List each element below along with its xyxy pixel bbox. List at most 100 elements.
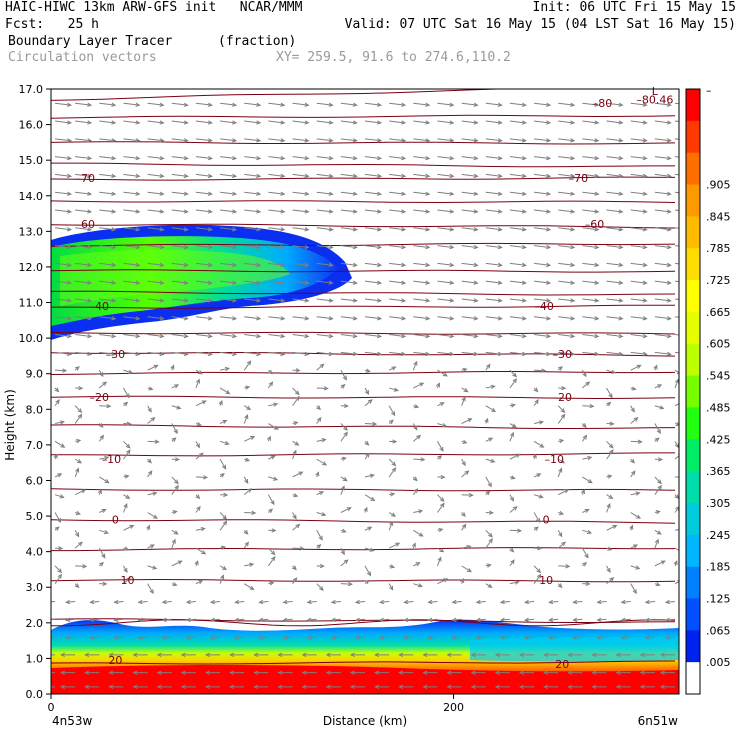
vector-arrowhead [304,333,310,339]
circulation-vector [509,506,518,513]
circulation-vector [364,280,381,284]
vector-arrowhead [666,102,672,107]
circulation-vector [99,298,116,302]
circulation-vector [340,138,357,142]
circulation-vector [162,618,172,621]
circulation-vector [558,138,575,142]
colorbar-label: .605 [706,338,731,351]
vector-arrowhead [596,635,602,640]
circulation-vector [316,262,333,266]
circulation-vector [485,156,502,160]
vector-arrowhead [318,535,323,541]
vector-arrowhead [207,227,213,232]
y-tick-label: 12.0 [19,261,44,274]
circulation-vector [99,334,116,337]
circulation-vector [331,618,341,621]
circulation-vector [412,488,418,495]
circulation-vector [630,209,647,213]
circulation-vector [220,227,237,231]
vector-arrowhead [403,635,409,640]
vector-arrowhead [58,546,64,551]
vector-arrowhead [413,488,419,494]
vector-arrowhead [306,617,312,622]
circulation-vector [412,435,421,442]
vector-arrowhead [328,280,334,285]
y-tick-label: 0.0 [26,688,44,701]
circulation-vector [364,423,377,425]
circulation-vector [534,245,551,249]
vector-arrowhead [363,506,368,512]
vector-arrowhead [249,585,255,591]
circulation-vector [437,245,454,249]
vector-arrowhead [642,173,648,179]
vector-arrowhead [594,298,600,303]
y-tick-label: 14.0 [19,190,44,203]
vector-arrowhead [606,503,611,509]
circulation-vector [195,120,212,124]
vector-arrowhead [438,527,444,533]
vector-arrowhead [222,520,228,526]
vector-arrowhead [101,553,106,559]
circulation-vector [674,102,679,105]
vector-arrowhead [594,244,600,250]
circulation-vector [75,298,92,302]
vector-arrowhead [111,351,117,357]
vector-arrowhead [57,568,63,574]
circulation-vector [54,209,71,213]
vector-arrowhead [304,102,310,107]
vector-arrowhead [159,173,165,179]
circulation-vector [533,421,543,425]
vector-arrowhead [352,262,358,268]
circulation-vector [220,138,237,142]
circulation-vector [340,583,352,585]
vector-arrowhead [292,577,298,582]
vector-arrowhead [280,155,286,161]
circulation-vector [437,503,445,513]
vector-arrowhead [159,316,165,321]
circulation-vector [195,334,212,337]
vector-arrowhead [675,421,679,427]
circulation-vector [138,600,148,603]
circulation-vector [436,557,442,567]
vector-arrowhead [374,652,380,658]
circulation-vector [364,120,381,124]
circulation-vector [582,138,599,142]
vector-arrowhead [243,529,249,535]
circulation-vector [74,468,79,478]
circulation-vector [195,245,212,249]
vector-arrowhead [491,407,497,413]
vector-arrowhead [352,155,358,161]
circulation-vector [340,262,357,266]
vector-arrowhead [666,138,672,143]
circulation-vector [186,636,196,639]
colorbar-frame [685,88,701,695]
vector-arrowhead [557,583,563,589]
vector-arrowhead [490,384,496,389]
circulation-vector [171,245,188,249]
circulation-vector [485,227,502,231]
vector-arrowhead [256,120,262,125]
vector-arrowhead [367,526,373,531]
circulation-vector [404,636,414,639]
vector-arrowhead [546,155,552,161]
circulation-vector [389,262,406,266]
circulation-vector [573,618,583,621]
vector-arrowhead [124,546,130,551]
vector-arrowhead [606,567,611,574]
vector-arrowhead [461,512,466,517]
circulation-vector [171,384,179,389]
circulation-vector [75,316,92,320]
circulation-vector [364,191,381,195]
vector-arrowhead [466,568,473,573]
vector-arrowhead [439,497,445,503]
circulation-vector [621,600,631,603]
contour-label: 10 [539,574,553,587]
vector-arrowhead [60,443,66,448]
circulation-vector [674,280,679,283]
circulation-vector [292,173,309,177]
circulation-vector [244,173,261,177]
circulation-vector [171,476,179,484]
vector-arrowhead [680,551,684,554]
colorbar-label: .665 [706,306,731,319]
circulation-vector [558,280,575,284]
